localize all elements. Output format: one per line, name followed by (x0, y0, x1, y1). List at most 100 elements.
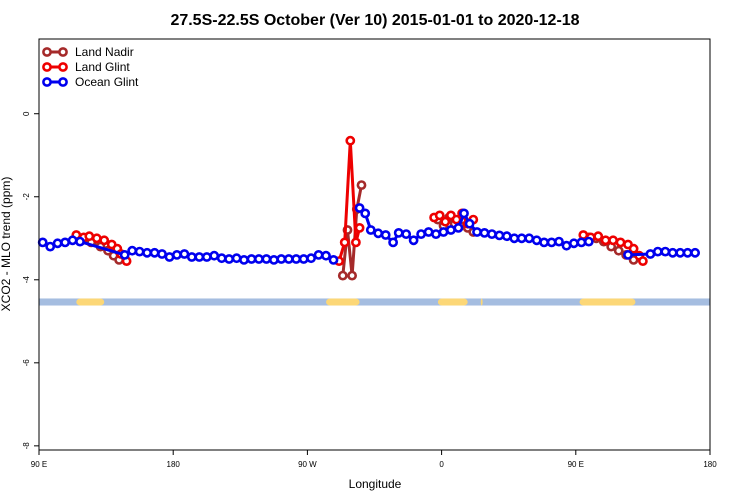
series-2-point-1-20 (494, 230, 505, 241)
series-2-point-1-17 (472, 227, 482, 237)
series-1-point-1-3 (350, 237, 361, 248)
series-2-point-0-10 (149, 247, 160, 258)
legend-marker-left-2 (42, 77, 52, 87)
series-2-point-1-5 (388, 237, 398, 248)
series-2-point-1-15 (459, 208, 469, 219)
legend-marker-right-2 (58, 77, 68, 87)
series-2-point-0-16 (194, 252, 205, 262)
series-1-point-0-2 (84, 231, 95, 242)
series-1-point-0-3 (91, 233, 102, 244)
series-2-point-0-5 (75, 236, 85, 247)
series-2-point-0-25 (261, 254, 272, 264)
legend-item-0: Land Nadir (42, 45, 134, 59)
series-2-point-1-18 (479, 227, 490, 238)
series-2-point-0-6 (119, 249, 130, 260)
series-0-point-1-4 (356, 180, 367, 190)
land-patch-4 (579, 298, 636, 306)
series-2-point-1-31 (576, 237, 587, 248)
series-2-point-1-26 (539, 237, 549, 248)
series-2-point-1-28 (554, 236, 564, 247)
series-2-point-0-15 (186, 252, 197, 262)
x-tick-label-3: 0 (439, 460, 444, 469)
series-1-point-3-5 (615, 237, 626, 248)
series-1-point-3-9 (638, 256, 648, 266)
y-tick-label-1: -2 (22, 193, 31, 201)
land-ocean-strip (39, 298, 710, 306)
series-2-point-0-0 (37, 237, 48, 248)
series-2-point-0-3 (60, 237, 70, 248)
chart-title: 27.5S-22.5S October (Ver 10) 2015-01-01 … (170, 12, 579, 29)
legend-marker-right-0 (58, 47, 68, 57)
legend-label-2: Ocean Glint (75, 75, 139, 89)
series-1-point-2-2 (440, 216, 451, 227)
series-0-point-1-0 (337, 270, 348, 281)
series-2-point-0-27 (276, 254, 287, 264)
land-patch-1 (326, 298, 360, 306)
x-axis: 90 E 180 90 W 0 90 E 180 (31, 450, 717, 469)
series-2-point-0-9 (142, 247, 152, 258)
series-2-point-2-7 (690, 247, 700, 258)
series-2-point-2-3 (660, 246, 671, 257)
land-patch-3 (480, 298, 483, 306)
series-2-point-0-4 (67, 235, 78, 246)
series-1-point-2-1 (434, 210, 445, 221)
series-2-point-1-21 (501, 231, 512, 242)
series-2-point-0-1 (45, 241, 56, 252)
series-2-point-0-19 (216, 253, 227, 264)
series-2-point-0-30 (298, 254, 309, 264)
series-2-point-1-32 (583, 236, 594, 247)
x-tick-label-0: 90 E (31, 460, 47, 469)
series-2-point-0-22 (239, 254, 249, 265)
land-patch-2 (437, 298, 468, 306)
series-2-point-1-27 (546, 237, 557, 248)
legend-marker-left-0 (42, 47, 52, 57)
series-2-point-2-0 (623, 249, 633, 260)
series-2-point-1-16 (464, 218, 475, 229)
series-2-point-0-18 (209, 250, 220, 261)
series-1-point-0-4 (99, 235, 110, 246)
series-0-point-3-4 (613, 245, 624, 256)
y-axis: 0 -2 -4 -6 -8 (22, 111, 39, 449)
land-patch-0 (76, 298, 105, 306)
series-2-point-1-12 (438, 227, 449, 237)
series-1-point-1-1 (339, 237, 350, 248)
x-tick-label-2: 90 W (298, 460, 317, 469)
series-2-point-1-0 (354, 203, 365, 213)
y-axis-label: XCO2 - MLO trend (ppm) (0, 177, 13, 312)
series-2-point-1-8 (408, 235, 419, 246)
series-2-point-0-26 (268, 254, 279, 265)
series-2-point-1-14 (453, 222, 464, 233)
series-1-point-3-7 (628, 243, 639, 254)
series-2-point-1-24 (524, 233, 535, 244)
y-tick-label-4: -8 (22, 442, 31, 450)
legend-marker-right-1 (58, 62, 68, 72)
series-2-point-0-24 (253, 254, 264, 264)
series-2-point-0-34 (328, 254, 339, 265)
series-2 (37, 203, 700, 265)
series-layer (37, 135, 700, 281)
series-2-point-0-21 (231, 253, 242, 264)
series-2-point-0-32 (313, 249, 324, 260)
series-2-point-2-6 (682, 247, 693, 258)
x-axis-label: Longitude (349, 477, 402, 491)
series-2-point-1-7 (401, 229, 412, 239)
series-2-point-1-9 (416, 229, 426, 239)
series-2-point-1-4 (380, 230, 391, 240)
series-2-point-2-4 (667, 247, 678, 258)
series-2-point-0-13 (171, 249, 182, 260)
series-2-point-1-6 (393, 227, 404, 238)
series-2-point-1-2 (365, 225, 376, 235)
legend-item-2: Ocean Glint (42, 75, 139, 89)
series-2-point-2-2 (652, 246, 663, 257)
series-2-point-0-29 (291, 254, 302, 264)
y-tick-label-2: -4 (22, 276, 31, 284)
series-2-point-0-8 (134, 246, 145, 257)
legend-item-1: Land Glint (42, 60, 130, 74)
series-2-point-0-20 (224, 254, 234, 264)
series-2-point-0-33 (321, 250, 331, 261)
legend-marker-left-1 (42, 62, 52, 72)
series-2-point-1-11 (431, 229, 441, 239)
series-2-point-0-31 (306, 253, 316, 264)
series-2-point-1-13 (445, 225, 456, 235)
